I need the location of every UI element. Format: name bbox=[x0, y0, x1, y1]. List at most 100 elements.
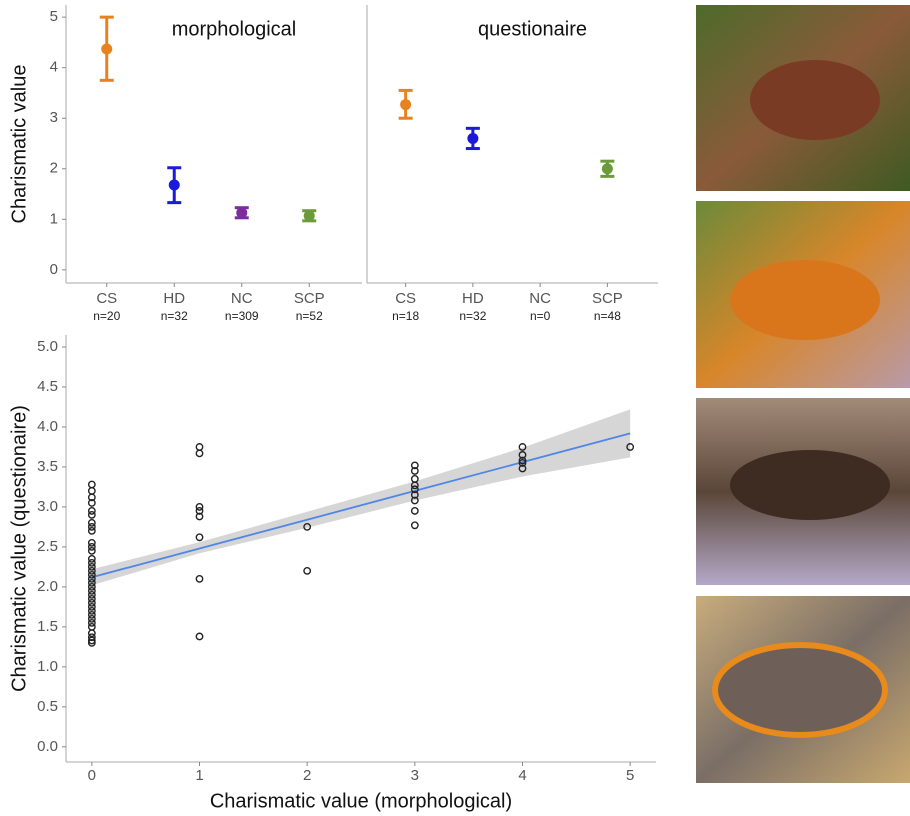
scatter-point bbox=[195, 449, 204, 458]
y-tick-label: 2 bbox=[50, 160, 58, 177]
butterfly bbox=[730, 450, 890, 520]
mean-point bbox=[168, 179, 180, 191]
x-tick-label: 4 bbox=[518, 767, 526, 784]
scatter-point bbox=[87, 629, 96, 638]
scatter-point bbox=[87, 543, 96, 551]
scatter-point bbox=[87, 582, 96, 591]
x-tick-label: NC bbox=[529, 290, 551, 307]
mean-point bbox=[236, 207, 248, 219]
scatter-point bbox=[87, 499, 96, 507]
mean-point bbox=[101, 43, 113, 55]
scatter-point bbox=[87, 606, 96, 615]
scatter-point bbox=[87, 602, 96, 611]
x-tick-label: HD bbox=[462, 290, 484, 307]
panel-title: morphological bbox=[172, 18, 297, 40]
n-label: n=309 bbox=[225, 309, 259, 323]
scatter-point bbox=[87, 638, 96, 647]
x-tick-label: CS bbox=[395, 290, 416, 307]
n-label: n=0 bbox=[530, 309, 551, 323]
scatter-point bbox=[303, 523, 312, 531]
n-label: n=52 bbox=[296, 309, 323, 323]
scatter-point bbox=[87, 487, 96, 495]
scatter-point bbox=[87, 511, 96, 519]
scatter-point bbox=[87, 546, 96, 555]
panel-title: questionaire bbox=[478, 18, 587, 40]
scatter-point bbox=[87, 614, 96, 623]
y-tick-label: 3 bbox=[50, 109, 58, 126]
mean-point bbox=[467, 132, 479, 144]
x-axis-label: Charismatic value (morphological) bbox=[210, 790, 512, 812]
y-tick-label: 0.5 bbox=[37, 698, 58, 715]
scatter-point bbox=[518, 459, 527, 467]
scatter-point bbox=[87, 633, 96, 642]
scatter-point bbox=[410, 485, 419, 494]
y-tick-label: 1.0 bbox=[37, 658, 58, 675]
mean-point bbox=[303, 210, 315, 222]
y-tick-label: 0 bbox=[50, 261, 58, 278]
y-axis-label: Charismatic value bbox=[8, 65, 30, 224]
scatter-point bbox=[410, 496, 419, 505]
y-tick-label: 3.5 bbox=[37, 458, 58, 475]
n-label: n=48 bbox=[594, 309, 621, 323]
scatter-point bbox=[87, 598, 96, 607]
y-tick-label: 1 bbox=[50, 210, 58, 227]
scatter-point bbox=[195, 632, 204, 641]
scatter-point bbox=[87, 519, 96, 527]
scatter-point bbox=[195, 503, 204, 511]
butterfly bbox=[730, 260, 880, 340]
x-tick-label: HD bbox=[163, 290, 185, 307]
x-tick-label: 5 bbox=[626, 767, 634, 784]
scatter-point bbox=[195, 533, 204, 542]
y-tick-label: 4.5 bbox=[37, 378, 58, 395]
confidence-band bbox=[91, 409, 631, 586]
scatter-point bbox=[518, 443, 527, 451]
butterfly bbox=[712, 642, 888, 738]
x-tick-label: 2 bbox=[303, 767, 311, 784]
x-tick-label: NC bbox=[231, 290, 253, 307]
scatter-point bbox=[87, 566, 96, 575]
scatter-point bbox=[518, 451, 527, 459]
x-tick-label: 3 bbox=[411, 767, 419, 784]
scatter-point bbox=[195, 574, 204, 583]
scatter-point bbox=[195, 507, 204, 515]
scatter-point bbox=[518, 464, 527, 473]
y-tick-label: 2.5 bbox=[37, 538, 58, 555]
scatter-point bbox=[87, 570, 96, 579]
scatter-point bbox=[87, 527, 96, 535]
y-tick-label: 5.0 bbox=[37, 338, 58, 355]
n-label: n=32 bbox=[161, 309, 188, 323]
n-label: n=20 bbox=[93, 309, 120, 323]
mean-point bbox=[601, 163, 613, 175]
y-tick-label: 1.5 bbox=[37, 618, 58, 635]
n-label: n=18 bbox=[392, 309, 419, 323]
scatter-point bbox=[410, 481, 419, 490]
y-tick-label: 2.0 bbox=[37, 578, 58, 595]
scatter-point bbox=[87, 590, 96, 599]
scatter-point bbox=[87, 558, 96, 567]
scatter-point bbox=[195, 512, 204, 521]
scatter-point bbox=[87, 636, 96, 645]
scatter-point bbox=[87, 554, 96, 563]
butterfly bbox=[750, 60, 880, 140]
scatter-point bbox=[87, 578, 96, 587]
scatter-point bbox=[410, 491, 419, 499]
y-tick-label: 4 bbox=[50, 59, 58, 76]
scatter-point bbox=[195, 443, 204, 451]
y-tick-label: 4.0 bbox=[37, 418, 58, 435]
scatter-point bbox=[410, 461, 419, 470]
n-label: n=32 bbox=[459, 309, 486, 323]
x-tick-label: CS bbox=[96, 290, 117, 307]
x-tick-label: SCP bbox=[294, 290, 325, 307]
photos bbox=[696, 5, 910, 783]
scatter-point bbox=[518, 456, 527, 465]
y-tick-label: 0.0 bbox=[37, 738, 58, 755]
x-tick-label: 0 bbox=[88, 767, 96, 784]
scatter-point bbox=[410, 467, 419, 475]
x-tick-label: SCP bbox=[592, 290, 623, 307]
y-axis-label: Charismatic value (questionaire) bbox=[8, 405, 30, 692]
scatter-point bbox=[87, 523, 96, 531]
scatter-point bbox=[87, 574, 96, 583]
scatter-point bbox=[87, 539, 96, 547]
scatter-point bbox=[410, 507, 419, 515]
scatter-point bbox=[87, 562, 96, 571]
